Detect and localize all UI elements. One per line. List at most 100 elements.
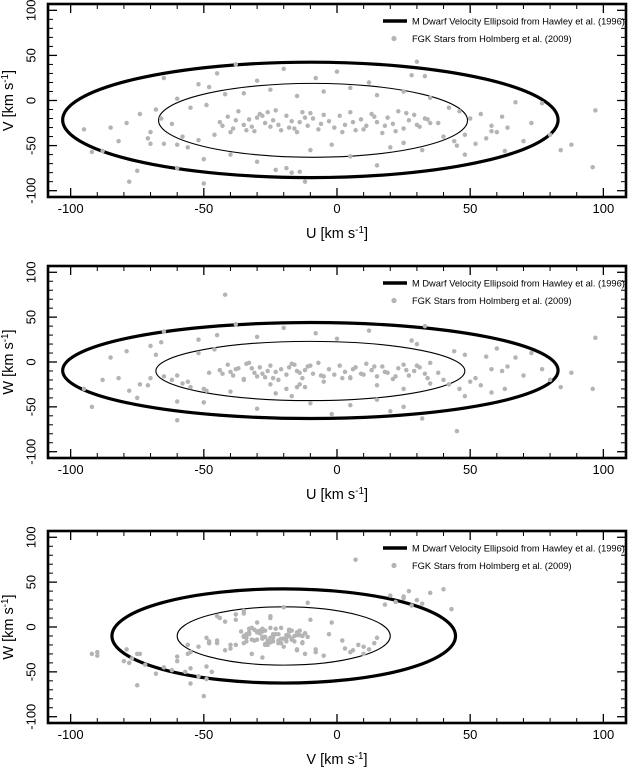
scatter-point xyxy=(385,115,390,120)
scatter-point xyxy=(502,148,508,154)
scatter-point xyxy=(201,156,207,162)
scatter-point xyxy=(451,348,457,354)
scatter-point xyxy=(196,644,201,649)
scatter-point xyxy=(252,128,257,134)
scatter-point xyxy=(308,363,313,368)
scatter-point xyxy=(174,418,180,423)
legend-line-label: M Dwarf Velocity Ellipsoid from Hawley e… xyxy=(412,16,625,26)
scatter-point xyxy=(158,116,164,121)
scatter-point xyxy=(265,368,270,374)
y-tick-label: -50 xyxy=(24,397,39,416)
scatter-point xyxy=(169,667,175,673)
scatter-point xyxy=(89,651,95,657)
scatter-point xyxy=(204,635,209,641)
scatter-point xyxy=(241,91,247,96)
y-tick-label: 100 xyxy=(24,526,39,548)
scatter-point xyxy=(404,110,409,116)
scatter-point xyxy=(366,80,372,85)
scatter-point xyxy=(401,594,406,599)
scatter-point xyxy=(358,117,364,122)
scatter-point xyxy=(278,128,284,133)
scatter-point xyxy=(286,633,292,639)
scatter-point xyxy=(499,114,505,119)
velocity-ellipse-inner-1sigma xyxy=(157,82,469,158)
scatter-point xyxy=(281,66,286,72)
scatter-point xyxy=(268,625,273,631)
scatter-point xyxy=(206,640,212,646)
scatter-point xyxy=(340,129,345,135)
scatter-point xyxy=(268,363,273,368)
scatter-point xyxy=(116,375,121,381)
scatter-point xyxy=(182,669,188,675)
scatter-point xyxy=(212,347,217,352)
scatter-point xyxy=(108,355,113,360)
scatter-point xyxy=(188,681,193,686)
scatter-point xyxy=(401,362,406,367)
scatter-point xyxy=(124,647,129,652)
y-tick-label: -100 xyxy=(24,439,39,465)
scatter-point xyxy=(388,145,393,150)
scatter-point xyxy=(244,128,249,133)
scatter-point xyxy=(478,111,484,117)
y-axis-title-superscript: -1 xyxy=(0,333,11,342)
scatter-point xyxy=(374,397,380,402)
scatter-point xyxy=(284,372,289,377)
scatter-point xyxy=(134,651,140,657)
scatter-point xyxy=(483,354,489,359)
scatter-point xyxy=(161,665,167,670)
scatter-point xyxy=(276,122,281,128)
scatter-point xyxy=(427,95,433,101)
x-tick-label: -100 xyxy=(58,727,84,742)
scatter-point xyxy=(414,597,420,603)
scatter-point xyxy=(289,118,294,124)
scatter-point xyxy=(316,360,321,366)
scatter-point xyxy=(294,129,300,135)
scatter-point xyxy=(364,123,369,129)
x-axis-title-main: U [km s xyxy=(306,487,355,503)
scatter-point xyxy=(435,370,441,376)
scatter-point xyxy=(254,78,260,83)
scatter-point xyxy=(273,108,278,113)
legend-dot-label: FGK Stars from Holmberg et al. (2009) xyxy=(412,296,572,306)
scatter-point xyxy=(350,366,356,372)
scatter-point xyxy=(134,395,140,401)
scatter-point xyxy=(382,602,388,607)
scatter-point xyxy=(297,632,302,638)
scatter-point xyxy=(281,644,286,649)
y-axis-title-close: ] xyxy=(1,329,17,333)
scatter-point xyxy=(206,84,212,90)
y-axis-title-superscript: -1 xyxy=(0,598,11,607)
scatter-point xyxy=(185,145,191,150)
scatter-point xyxy=(318,121,324,127)
scatter-point xyxy=(374,635,380,641)
scatter-point xyxy=(153,352,159,358)
scatter-point xyxy=(201,693,207,699)
scatter-point xyxy=(313,647,318,652)
scatter-point xyxy=(305,600,310,606)
x-tick-label: 100 xyxy=(593,201,615,216)
y-tick-label: -50 xyxy=(24,136,39,155)
scatter-point xyxy=(374,383,380,388)
scatter-point xyxy=(406,118,412,123)
scatter-point xyxy=(289,393,294,399)
scatter-point xyxy=(401,140,406,146)
legend-dot-swatch xyxy=(391,562,397,569)
scatter-point xyxy=(316,127,321,132)
velocity-ellipse-inner-1sigma xyxy=(155,340,466,402)
scatter-point xyxy=(228,642,233,648)
scatter-point xyxy=(254,629,260,634)
scatter-point xyxy=(361,372,366,377)
scatter-point xyxy=(473,141,478,147)
y-axis-title-close: ] xyxy=(1,594,17,598)
scatter-point xyxy=(569,142,574,147)
x-axis-title: U [km s-1] xyxy=(306,225,368,242)
y-tick-label: 0 xyxy=(24,623,39,630)
scatter-point xyxy=(318,373,324,378)
x-tick-label: 50 xyxy=(463,462,477,477)
scatter-point xyxy=(241,122,247,128)
scatter-point xyxy=(201,400,207,405)
scatter-point xyxy=(286,365,292,370)
scatter-point xyxy=(427,360,433,366)
y-axis-title: W [km s-1] xyxy=(0,594,17,659)
scatter-point xyxy=(505,364,510,369)
